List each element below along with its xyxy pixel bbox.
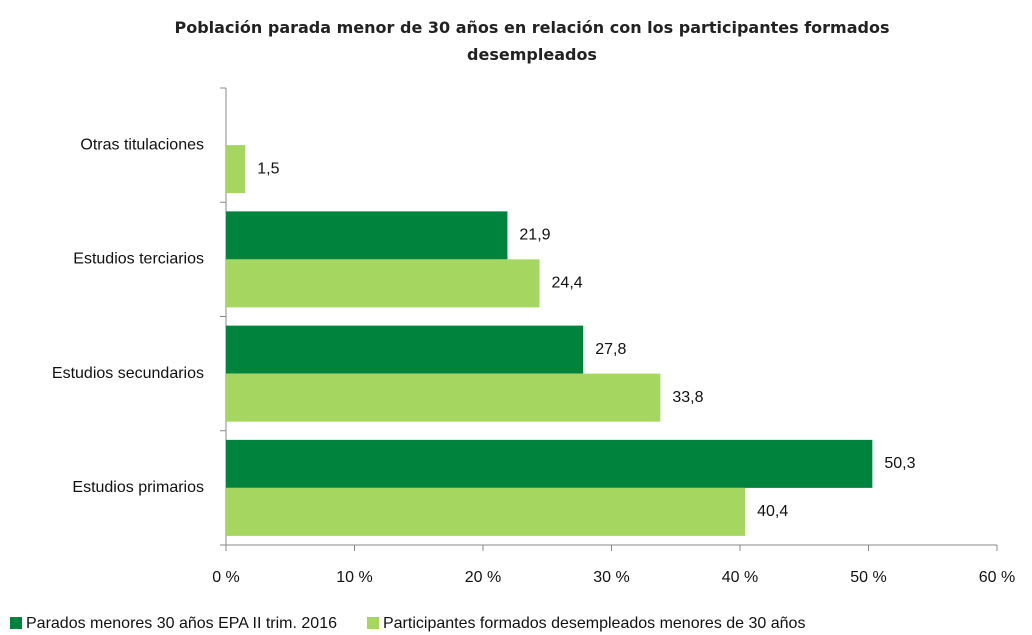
x-tick-label: 60 % (979, 569, 1015, 586)
x-tick-label: 50 % (850, 569, 886, 586)
chart-title: Población parada menor de 30 años en rel… (174, 18, 890, 64)
value-label: 33,8 (672, 389, 703, 406)
x-tick-label: 20 % (465, 569, 501, 586)
value-label: 21,9 (519, 227, 550, 244)
value-label: 24,4 (552, 275, 583, 292)
bar (226, 145, 246, 194)
legend-label: Parados menores 30 años EPA II trim. 201… (26, 615, 337, 632)
legend-label: Participantes formados desempleados meno… (383, 615, 805, 632)
legend-swatch (366, 617, 379, 629)
y-tick-label: Otras titulaciones (80, 136, 204, 153)
y-tick-label: Estudios secundarios (52, 365, 204, 382)
bar (226, 211, 508, 260)
value-label: 50,3 (884, 455, 915, 472)
y-tick-label: Estudios primarios (72, 479, 204, 496)
x-tick-label: 10 % (336, 569, 372, 586)
bar (226, 325, 584, 374)
x-tick-label: 30 % (593, 569, 629, 586)
value-label: 40,4 (757, 503, 788, 520)
bar (226, 439, 873, 488)
value-label: 1,5 (257, 160, 279, 177)
y-tick-label: Estudios terciarios (73, 251, 204, 268)
bar (226, 487, 746, 536)
x-tick-label: 40 % (722, 569, 758, 586)
bar (226, 373, 661, 422)
x-tick-label: 0 % (212, 569, 240, 586)
legend-swatch (10, 617, 22, 629)
bar (226, 259, 540, 308)
value-label: 27,8 (595, 341, 626, 358)
